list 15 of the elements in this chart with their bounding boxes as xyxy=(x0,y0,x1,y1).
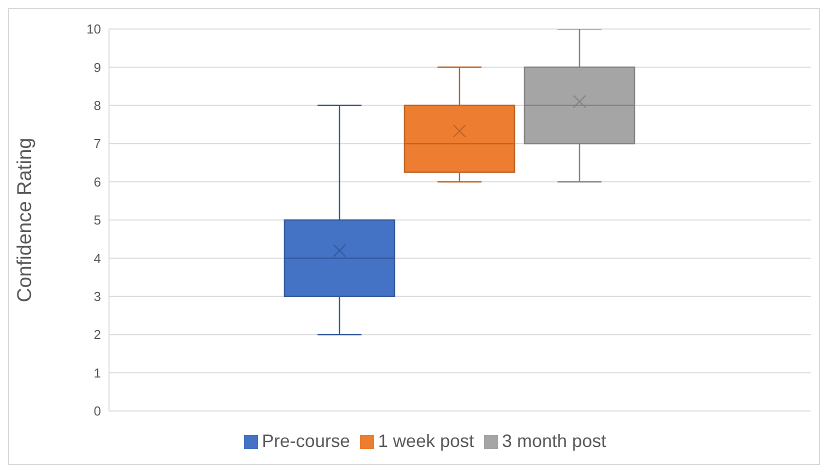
legend-label: 3 month post xyxy=(502,431,606,451)
y-tick-label: 1 xyxy=(94,365,101,380)
y-axis-title: Confidence Rating xyxy=(14,138,36,302)
y-tick-label: 6 xyxy=(94,174,101,190)
y-tick-label: 5 xyxy=(94,212,101,228)
y-tick-label: 9 xyxy=(94,60,101,75)
y-tick-label: 10 xyxy=(86,22,101,37)
y-tick-label: 7 xyxy=(94,136,101,152)
y-tick-label: 3 xyxy=(94,289,101,304)
y-tick-label: 0 xyxy=(94,404,101,419)
legend-label: Pre-course xyxy=(262,431,350,451)
y-tick-label: 4 xyxy=(94,250,101,266)
y-tick-label: 8 xyxy=(94,98,101,114)
legend-label: 1 week post xyxy=(378,431,474,451)
y-tick-label: 2 xyxy=(94,327,101,342)
